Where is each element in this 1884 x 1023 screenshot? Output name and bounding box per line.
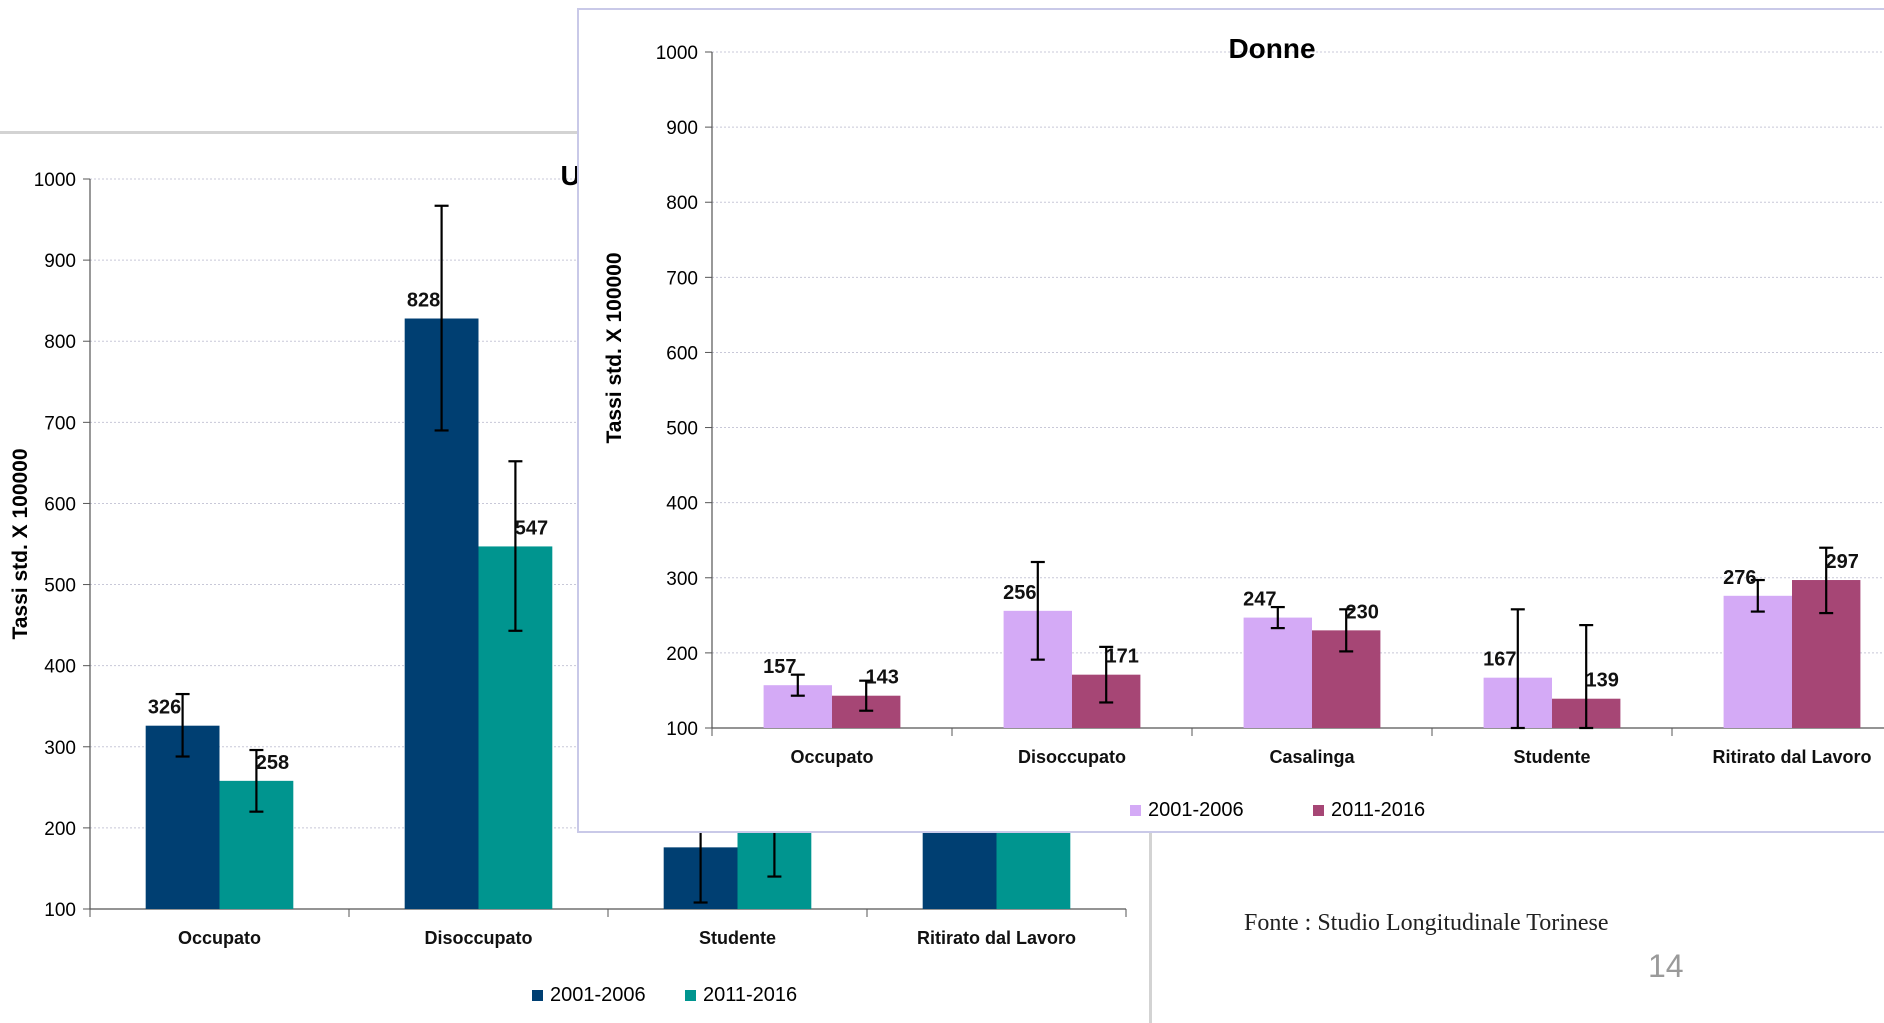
y-tick-label: 600 <box>666 343 698 364</box>
y-tick-label: 300 <box>44 738 76 759</box>
page-number: 14 <box>1648 948 1684 984</box>
legend-swatch <box>1130 805 1141 816</box>
y-tick-label: 200 <box>666 644 698 665</box>
slide-divider-horizontal <box>0 131 1150 134</box>
legend-swatch <box>1313 805 1324 816</box>
x-category-label: Disoccupato <box>424 928 532 948</box>
y-tick-label: 200 <box>44 819 76 840</box>
y-tick-label: 300 <box>666 569 698 590</box>
x-category-label: Studente <box>699 928 776 948</box>
y-axis-label: Tassi std. X 100000 <box>9 448 32 639</box>
data-label: 139 <box>1586 670 1619 692</box>
bar <box>1723 595 1792 728</box>
chart-title: Donne <box>1228 33 1315 64</box>
y-tick-label: 600 <box>44 494 76 515</box>
legend-label: 2001-2006 <box>1148 799 1244 821</box>
legend-swatch <box>685 990 696 1001</box>
y-tick-label: 500 <box>666 419 698 440</box>
data-label: 547 <box>515 517 548 539</box>
data-label: 157 <box>763 656 796 678</box>
x-category-label: Occupato <box>790 747 873 767</box>
y-tick-label: 1000 <box>656 43 698 64</box>
data-label: 247 <box>1243 589 1276 611</box>
bar <box>1243 617 1312 728</box>
data-label: 326 <box>148 697 181 719</box>
data-label: 171 <box>1106 646 1139 668</box>
y-axis-label: Tassi std. X 100000 <box>603 252 626 443</box>
y-tick-label: 400 <box>666 494 698 515</box>
y-tick-label: 500 <box>44 576 76 597</box>
y-tick-label: 700 <box>666 268 698 289</box>
legend-swatch <box>532 990 543 1001</box>
y-tick-label: 700 <box>44 413 76 434</box>
data-label: 828 <box>407 290 440 312</box>
legend-label: 2011-2016 <box>1331 799 1425 821</box>
data-label: 297 <box>1826 551 1859 573</box>
y-tick-label: 900 <box>666 118 698 139</box>
x-category-label: Casalinga <box>1269 747 1355 767</box>
x-category-label: Ritirato dal Lavoro <box>917 928 1076 948</box>
data-label: 230 <box>1346 601 1379 623</box>
data-label: 143 <box>866 667 899 689</box>
legend-label: 2011-2016 <box>703 984 797 1006</box>
y-tick-label: 400 <box>44 657 76 678</box>
source-note: Fonte : Studio Longitudinale Torinese <box>1244 910 1609 936</box>
y-tick-label: 900 <box>44 251 76 272</box>
data-label: 256 <box>1003 582 1036 604</box>
y-tick-label: 800 <box>44 332 76 353</box>
legend-label: 2001-2006 <box>550 984 646 1006</box>
data-label: 258 <box>256 752 289 774</box>
y-tick-label: 100 <box>666 719 698 740</box>
chart-women-panel: 100 200 300 400 500 600 700 800 900 1000 157 143 Occ… <box>577 8 1884 833</box>
x-category-label: Studente <box>1513 747 1590 767</box>
chart-women: 100 200 300 400 500 600 700 800 900 1000 157 143 Occ… <box>603 33 1884 821</box>
x-category-label: Ritirato dal Lavoro <box>1712 747 1871 767</box>
x-category-label: Disoccupato <box>1018 747 1126 767</box>
x-category-label: Occupato <box>178 928 261 948</box>
data-label: 276 <box>1723 567 1756 589</box>
data-label: 167 <box>1483 649 1516 671</box>
y-tick-label: 800 <box>666 193 698 214</box>
chart-men: 100 200 300 400 500 600 700 800 900 1000 326 258 Occ… <box>9 160 1127 1006</box>
y-tick-label: 100 <box>44 900 76 921</box>
y-tick-label: 1000 <box>34 170 76 191</box>
